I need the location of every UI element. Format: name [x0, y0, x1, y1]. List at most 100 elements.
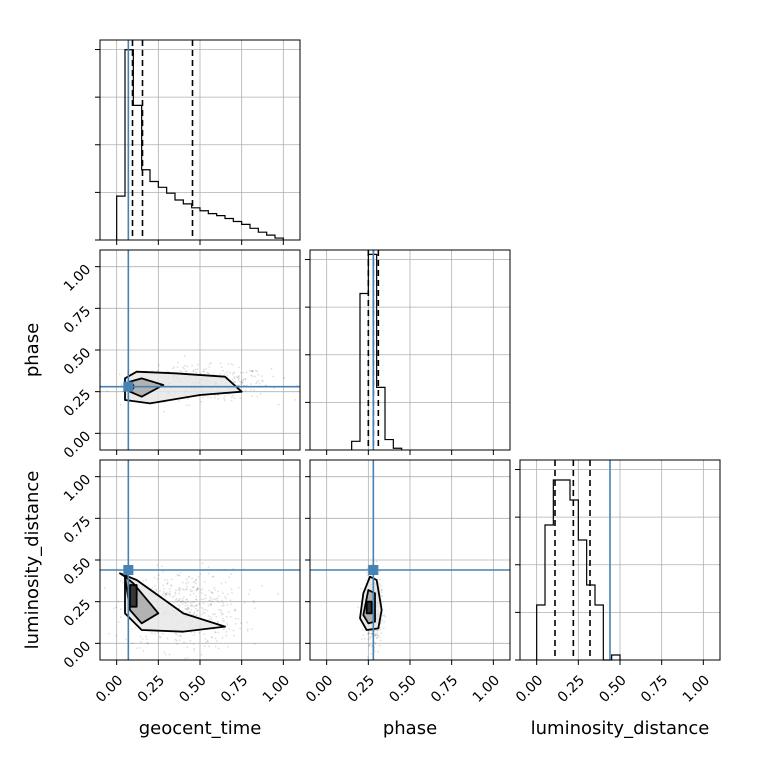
scatter-point: [244, 377, 247, 380]
scatter-point: [367, 638, 370, 641]
scatter-point: [185, 587, 188, 590]
scatter-point: [375, 560, 378, 563]
scatter-point: [185, 370, 188, 373]
scatter-point: [187, 606, 190, 609]
scatter-point: [183, 601, 186, 604]
scatter-point: [368, 643, 371, 646]
scatter-point: [212, 575, 215, 578]
scatter-point: [185, 582, 187, 585]
scatter-point: [193, 631, 196, 634]
scatter-point: [192, 643, 195, 646]
scatter-point: [179, 587, 182, 590]
scatter-point: [378, 570, 381, 573]
scatter-point: [183, 368, 186, 370]
scatter-point: [370, 635, 373, 638]
scatter-point: [224, 395, 227, 398]
scatter-point: [166, 592, 168, 594]
scatter-point: [234, 608, 237, 611]
scatter-point: [219, 373, 222, 375]
scatter-point: [376, 629, 379, 632]
scatter-point: [154, 632, 157, 635]
scatter-point: [227, 610, 230, 613]
scatter-point: [231, 378, 234, 381]
scatter-point: [206, 609, 209, 612]
scatter-point: [198, 631, 201, 634]
scatter-point: [179, 601, 182, 603]
x-tick-label: 0.50: [386, 672, 419, 705]
scatter-point: [240, 380, 243, 383]
scatter-point: [142, 580, 145, 582]
scatter-point: [223, 397, 225, 400]
scatter-point: [228, 628, 231, 631]
scatter-point: [208, 589, 211, 592]
scatter-point: [362, 634, 365, 637]
scatter-point: [209, 616, 212, 618]
scatter-point: [193, 647, 196, 650]
scatter-point: [161, 594, 164, 596]
scatter-point: [201, 613, 203, 616]
scatter-point: [211, 600, 214, 603]
scatter-point: [220, 609, 222, 611]
scatter-point: [182, 600, 185, 603]
scatter-point: [187, 607, 190, 610]
scatter-point: [361, 628, 364, 631]
scatter-point: [218, 608, 220, 611]
x-tick-label: 1.00: [470, 672, 503, 705]
scatter-point: [203, 645, 206, 648]
scatter-point: [182, 610, 185, 612]
scatter-point: [117, 600, 120, 603]
scatter-point: [188, 611, 191, 613]
scatter-point: [250, 374, 253, 377]
scatter-point: [178, 639, 181, 642]
scatter-point: [226, 624, 229, 627]
scatter-point: [131, 628, 133, 631]
scatter-point: [219, 611, 222, 614]
scatter-point: [174, 599, 177, 601]
scatter-point: [234, 617, 237, 620]
scatter-point: [196, 610, 199, 612]
scatter-point: [180, 601, 183, 604]
scatter-point: [360, 587, 363, 590]
scatter-point: [204, 594, 206, 597]
scatter-point: [188, 404, 191, 407]
scatter-point: [236, 376, 239, 379]
scatter-point: [221, 369, 224, 372]
scatter-point: [226, 371, 229, 373]
scatter-point: [165, 370, 168, 372]
scatter-point: [115, 634, 118, 637]
scatter-point: [221, 599, 223, 602]
scatter-point: [208, 366, 211, 368]
scatter-point: [186, 598, 188, 601]
scatter-point: [232, 394, 234, 397]
scatter-point: [367, 645, 370, 648]
contour-level-2: [365, 600, 373, 615]
scatter-point: [165, 593, 168, 596]
scatter-point: [186, 585, 188, 588]
scatter-point: [253, 642, 256, 645]
y-tick-label: 0.25: [61, 387, 94, 420]
scatter-point: [115, 606, 117, 609]
scatter-point: [228, 576, 231, 579]
scatter-point: [186, 604, 189, 607]
scatter-point: [208, 599, 211, 602]
scatter-point: [195, 578, 197, 581]
scatter-point: [230, 573, 233, 575]
scatter-point: [277, 403, 280, 406]
scatter-point: [361, 638, 363, 641]
scatter-point: [233, 377, 236, 380]
scatter-point: [195, 589, 198, 592]
scatter-point: [371, 661, 373, 663]
scatter-point: [179, 634, 182, 637]
scatter-point: [175, 597, 178, 600]
scatter-point: [118, 373, 121, 376]
x-tick-label: 0.50: [176, 672, 209, 705]
scatter-point: [196, 614, 199, 617]
scatter-point: [187, 397, 189, 400]
scatter-point: [197, 587, 199, 590]
scatter-point: [208, 362, 211, 365]
scatter-point: [176, 601, 179, 603]
scatter-point: [156, 564, 159, 566]
scatter-point: [371, 630, 373, 632]
scatter-point: [119, 616, 122, 618]
scatter-point: [216, 599, 219, 602]
